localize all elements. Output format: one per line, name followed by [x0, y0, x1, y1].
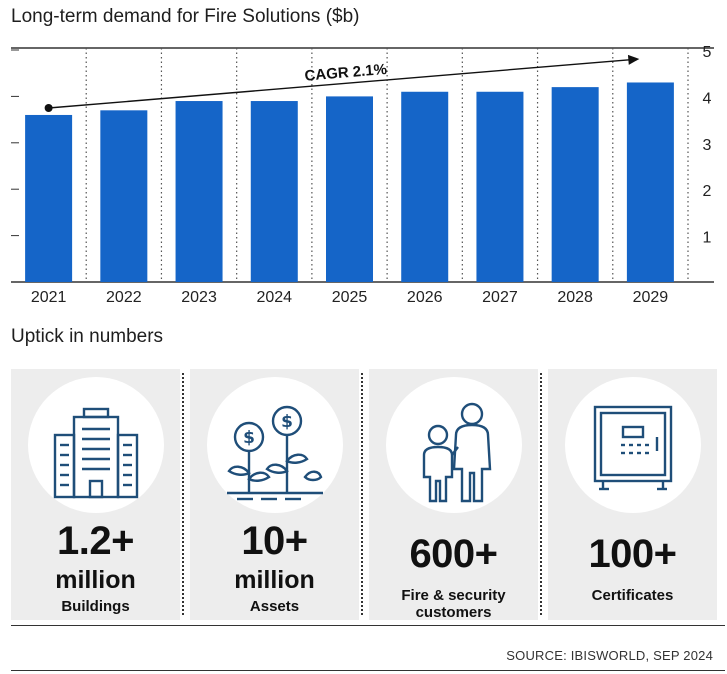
x-tick-label: 2028 [557, 289, 593, 306]
stat-label: Certificates [591, 587, 674, 604]
stat-panel-customers: 600+ Fire & security customers [369, 369, 538, 621]
trend-arrow-line [48, 58, 636, 109]
stat-panel-buildings: 1.2+ million Buildings [11, 369, 180, 620]
x-tick-label: 2022 [106, 289, 142, 306]
safe-icon [565, 377, 701, 513]
section-subtitle: Uptick in numbers [11, 326, 164, 347]
bar [100, 110, 148, 282]
y-tick-label: 1 [703, 230, 712, 247]
bar [401, 91, 449, 282]
stat-panel-assets: $ $ 10+ million Assets [190, 369, 359, 620]
stat-label-line1: Fire & security [401, 587, 506, 604]
cagr-annotation: CAGR 2.1% [304, 61, 388, 85]
stat-label-line2: customers [415, 604, 492, 621]
y-tick-label: 5 [703, 44, 712, 61]
stat-value: 10+ [241, 519, 308, 563]
x-tick-label: 2023 [181, 289, 217, 306]
bar [626, 82, 674, 282]
stat-label: Assets [249, 598, 300, 615]
stat-unit: million [234, 566, 315, 594]
bar [25, 114, 73, 283]
source-note: SOURCE: IBISWORLD, SEP 2024 [506, 648, 713, 663]
chart-title: Long-term demand for Fire Solutions ($b) [11, 6, 360, 27]
stat-unit: million [55, 566, 136, 594]
x-tick-label: 2024 [256, 289, 292, 306]
stat-label: Buildings [61, 598, 130, 615]
x-tick-label: 2021 [31, 289, 67, 306]
x-tick-label: 2027 [482, 289, 518, 306]
stat-value: 1.2+ [57, 519, 134, 563]
trend-arrow-head [627, 54, 640, 65]
panel-divider [361, 373, 363, 615]
svg-text:$: $ [243, 428, 255, 448]
stat-value: 600+ [409, 532, 498, 576]
y-tick-label: 2 [703, 183, 712, 200]
bar [476, 91, 524, 282]
footer-rule [11, 625, 725, 626]
y-tick-label: 4 [703, 90, 712, 107]
bar-chart: 1 2 3 4 5 2021 2022 2023 2024 2025 2026 2027 2028 202… [11, 44, 714, 306]
bar [250, 101, 298, 282]
plant-dollar-icon: $ $ [207, 377, 343, 513]
stat-value: 100+ [588, 532, 677, 576]
svg-text:$: $ [281, 412, 293, 432]
stat-panel-certificates: 100+ Certificates [548, 369, 717, 620]
people-icon [386, 377, 522, 513]
panel-divider [540, 373, 542, 615]
stats-row: 1.2+ million Buildings $ $ [11, 369, 725, 621]
bar [175, 101, 223, 282]
x-tick-label: 2029 [633, 289, 669, 306]
bar [551, 87, 599, 283]
panel-divider [182, 373, 184, 615]
x-tick-label: 2025 [332, 289, 368, 306]
bar [326, 96, 373, 283]
bottom-rule [11, 670, 725, 671]
y-tick-label: 3 [703, 137, 712, 154]
buildings-icon [28, 377, 164, 513]
x-tick-label: 2026 [407, 289, 443, 306]
